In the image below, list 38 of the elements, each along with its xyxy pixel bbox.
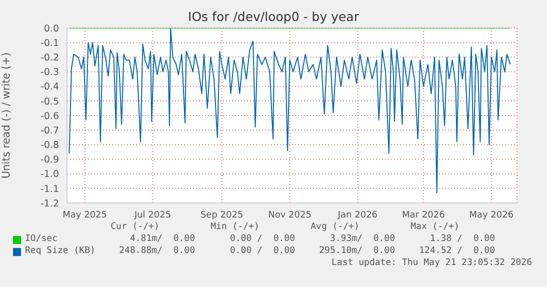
text: Last update: Thu May 21 23:05:32 2026 xyxy=(332,258,532,268)
text: 124.52 / 0.00 xyxy=(419,246,495,256)
y-tick-label: -0.7 xyxy=(40,125,59,136)
y-tick-label: -0.9 xyxy=(40,154,59,166)
y-tick-label: -0.3 xyxy=(40,67,59,78)
x-tick-label: May 2025 xyxy=(62,210,108,220)
text: 3.93m/ 0.00 xyxy=(330,234,395,244)
y-tick-label: -1.0 xyxy=(40,169,59,180)
x-tick-label: May 2026 xyxy=(469,210,514,220)
x-tick-label: Jan 2026 xyxy=(336,210,378,220)
x-tick-label: Jul 2025 xyxy=(133,210,172,220)
text: Max (-/+) xyxy=(410,222,460,232)
y-tick-label: -1.1 xyxy=(40,184,59,195)
x-tick-label: Nov 2025 xyxy=(268,210,312,220)
text: 1.38 / 0.00 xyxy=(430,234,495,244)
text: Min (-/+) xyxy=(210,222,260,232)
y-axis-title: Units read (-) / write (+) xyxy=(0,52,13,179)
text: 4.81m/ 0.00 xyxy=(128,234,195,244)
text: Avg (-/+) xyxy=(310,222,360,232)
text: 0.00 / 0.00 xyxy=(230,234,295,244)
y-tick-label: -0.1 xyxy=(40,38,59,49)
legend-label: IO/sec xyxy=(25,234,58,244)
x-tick-label: Sep 2025 xyxy=(200,210,244,220)
text: Cur (-/+) xyxy=(110,222,160,232)
y-tick-label: -0.2 xyxy=(40,52,59,64)
y-tick-label: 0.0 xyxy=(44,23,59,34)
x-tick-label: Mar 2026 xyxy=(402,210,446,220)
y-tick-label: -0.5 xyxy=(40,96,59,108)
y-tick-label: -1.2 xyxy=(40,198,59,210)
text: 248.88m/ 0.00 xyxy=(119,246,195,256)
y-tick-label: -0.4 xyxy=(40,82,59,93)
text: 295.10m/ 0.00 xyxy=(319,246,395,256)
y-tick-label: -0.8 xyxy=(40,140,59,152)
legend-label: Req Size (KB) xyxy=(25,246,96,256)
text: 0.00 / 0.00 xyxy=(230,246,295,256)
line-series xyxy=(68,28,511,194)
y-tick-label: -0.6 xyxy=(40,110,59,122)
chart-title: IOs for /dev/loop0 - by year xyxy=(187,9,360,24)
